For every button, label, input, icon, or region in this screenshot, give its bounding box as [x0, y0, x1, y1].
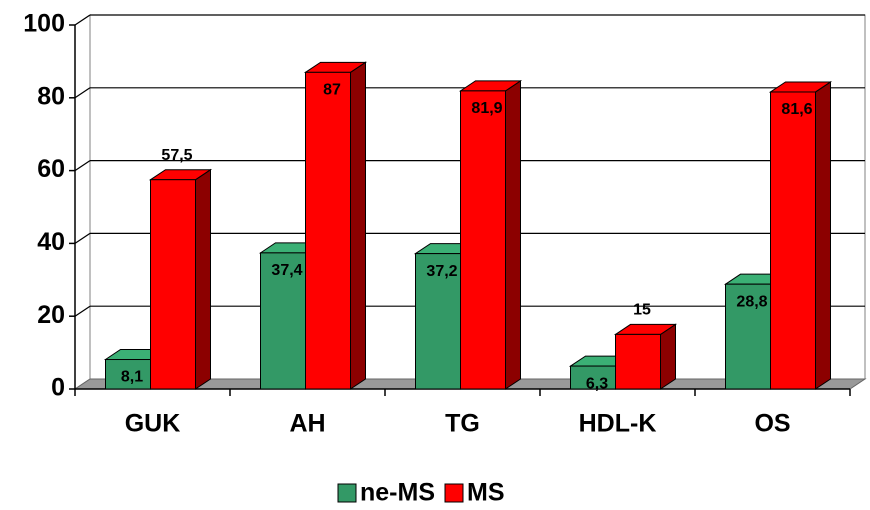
y-tick-label: 80 [37, 82, 65, 110]
grid-line [74, 14, 91, 26]
value-label: 37,4 [271, 262, 302, 279]
legend-swatch [444, 483, 464, 503]
value-label: 28,8 [736, 293, 767, 310]
bar [305, 71, 351, 390]
bar-side [350, 61, 366, 390]
bar [260, 252, 306, 390]
y-tick-label: 60 [37, 155, 65, 183]
x-tick-label: HDL-K [579, 410, 657, 438]
x-tick-label: GUK [125, 410, 181, 438]
value-label: 87 [323, 82, 341, 99]
value-label: 8,1 [121, 369, 143, 386]
grid-line [74, 232, 91, 244]
bar [460, 90, 506, 390]
bar [615, 333, 661, 390]
grid-line [74, 87, 91, 99]
x-tick-label: AH [289, 410, 325, 438]
y-tick-label: 40 [37, 228, 65, 256]
bar [770, 91, 816, 390]
legend-swatch [337, 483, 357, 503]
grid-line [74, 160, 91, 172]
left-wall [74, 14, 91, 390]
bar [725, 283, 771, 390]
y-tick-label: 100 [23, 10, 65, 38]
value-label: 15 [633, 302, 651, 319]
legend-label: ne-MS [360, 479, 435, 507]
x-tick-label: OS [754, 410, 790, 438]
bar-side [815, 81, 831, 390]
value-label: 6,3 [586, 375, 608, 392]
value-label: 37,2 [426, 263, 457, 280]
value-label: 57,5 [161, 147, 192, 164]
bar [150, 179, 196, 390]
x-tick-label: TG [445, 410, 480, 438]
value-label: 81,6 [781, 101, 812, 118]
bar [415, 253, 461, 390]
grid-line [74, 305, 91, 317]
y-tick-label: 20 [37, 301, 65, 329]
bar-side [660, 323, 676, 390]
bar-side [505, 79, 521, 390]
legend-label: MS [467, 479, 505, 507]
value-label: 81,9 [471, 100, 502, 117]
bar-side [195, 168, 211, 390]
y-tick-label: 0 [51, 374, 65, 402]
